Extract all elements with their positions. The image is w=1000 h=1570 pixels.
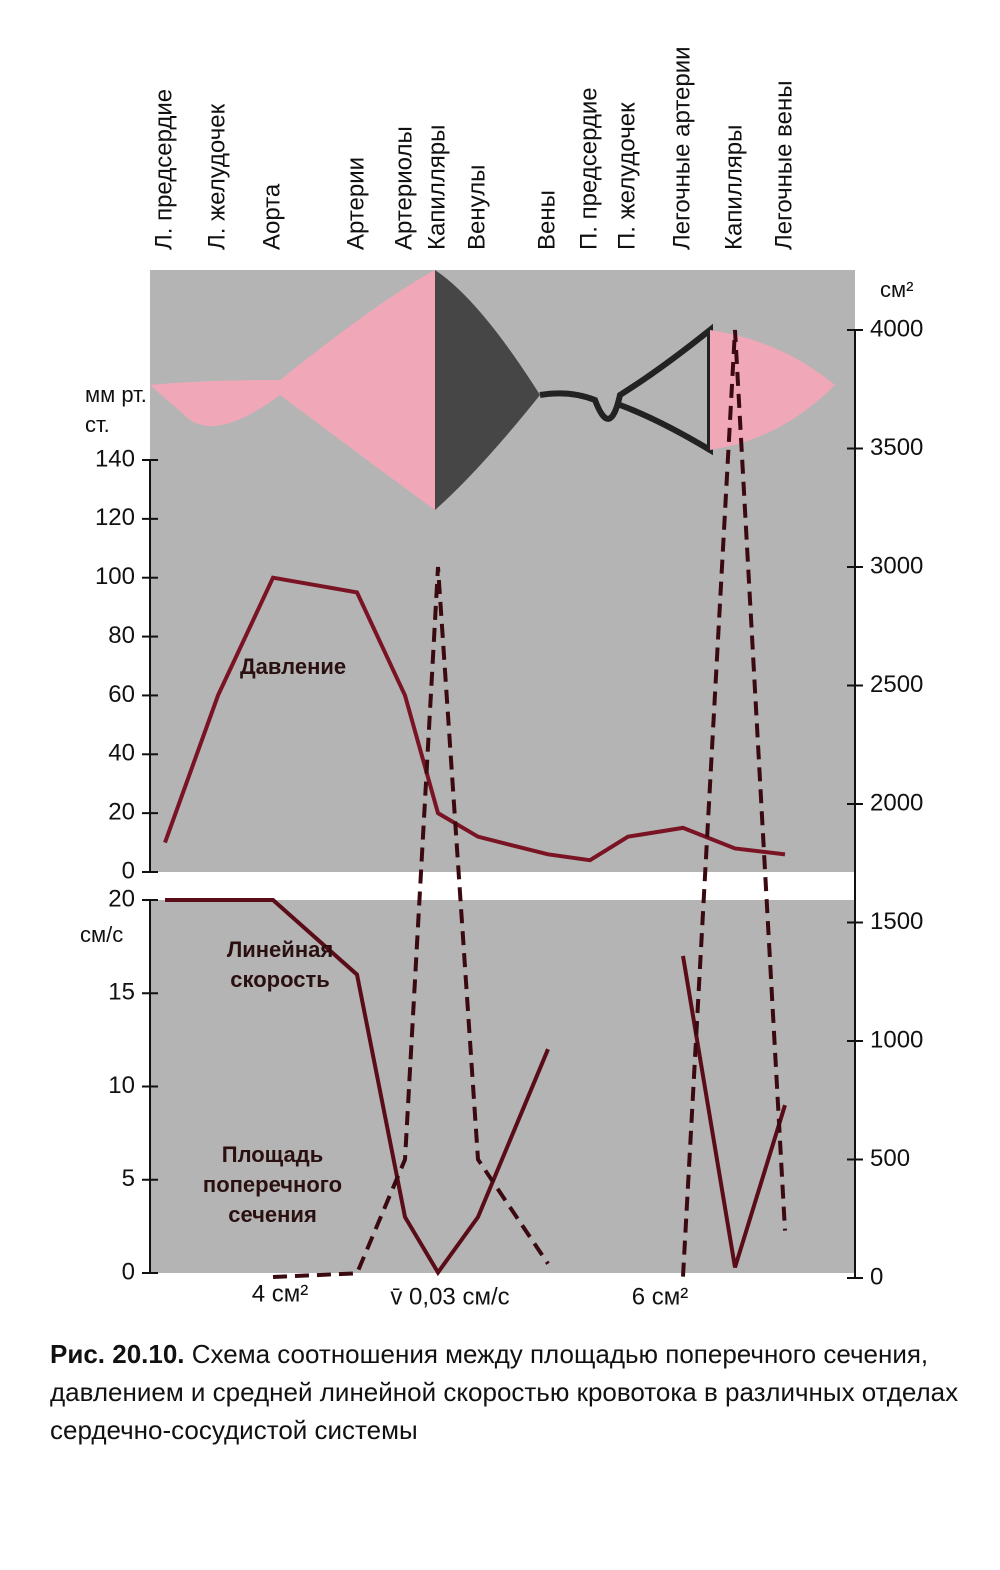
tick-label: 100 xyxy=(95,563,135,590)
tick-label: 80 xyxy=(108,622,135,649)
category-label: Л. предсердие xyxy=(150,89,177,250)
category-label: Вены xyxy=(533,190,560,250)
caption-text: Схема соотношения между площадью попереч… xyxy=(50,1339,959,1445)
caption-label: Рис. 20.10. xyxy=(50,1339,185,1369)
series-line xyxy=(163,575,786,863)
tick-label: 10 xyxy=(108,1072,135,1099)
arterial-tree xyxy=(150,270,435,510)
category-label: Артерии xyxy=(342,157,369,250)
axis-label: см² xyxy=(880,277,914,302)
axis-label: см/с xyxy=(80,922,124,947)
tick-label: 20 xyxy=(108,798,135,825)
tick-label: 500 xyxy=(870,1145,910,1172)
tick-label: 1000 xyxy=(870,1026,923,1053)
category-label: Капилляры xyxy=(720,125,747,250)
series-label: Площадь поперечного сечения xyxy=(202,1142,343,1227)
category-label: Венулы xyxy=(463,165,490,250)
tick-label: 120 xyxy=(95,504,135,531)
category-label: Легочные артерии xyxy=(668,46,695,250)
series-line xyxy=(165,898,550,1277)
tick-label: 60 xyxy=(108,681,135,708)
series-line xyxy=(681,329,787,1277)
tick-label: 0 xyxy=(122,1258,135,1285)
category-label: Аорта xyxy=(258,183,285,250)
category-label: Капилляры xyxy=(423,125,450,250)
tick-label: 0 xyxy=(122,857,135,884)
tick-label: 2500 xyxy=(870,671,923,698)
tick-label: 15 xyxy=(108,979,135,1006)
tick-label: 40 xyxy=(108,740,135,767)
annotation: 6 см² xyxy=(632,1283,689,1310)
tick-label: 1500 xyxy=(870,908,923,935)
series-label: Давление xyxy=(240,654,347,679)
annotation: v̄ 0,03 см/с xyxy=(390,1283,509,1310)
series-line xyxy=(272,566,550,1280)
chart: Л. предсердие Л. желудочек Аорта Артерии Арт… xyxy=(95,46,923,1310)
category-label: П. предсердие xyxy=(575,87,602,250)
tick-label: 3000 xyxy=(870,552,923,579)
category-label: Артериолы xyxy=(390,126,417,250)
tick-label: 0 xyxy=(870,1263,883,1290)
category-label: Л. желудочек xyxy=(203,103,230,250)
category-label: Легочные вены xyxy=(770,81,797,251)
panel-background xyxy=(150,900,855,1273)
tick-label: 3500 xyxy=(870,434,923,461)
tick-label: 140 xyxy=(95,445,135,472)
tick-label: 2000 xyxy=(870,789,923,816)
caption: Рис. 20.10. Схема соотношения между площ… xyxy=(50,1335,970,1449)
tick-label: 5 xyxy=(122,1165,135,1192)
series-label: Линейная скорость xyxy=(226,937,334,992)
axis-label: мм рт. ст. xyxy=(85,382,147,437)
category-label: П. желудочек xyxy=(613,102,640,250)
tick-label: 20 xyxy=(108,885,135,912)
tick-label: 4000 xyxy=(870,315,923,342)
series-line xyxy=(681,955,787,1268)
vessel xyxy=(539,323,713,456)
venous-tree xyxy=(435,270,540,510)
annotation: 4 см² xyxy=(252,1280,309,1307)
